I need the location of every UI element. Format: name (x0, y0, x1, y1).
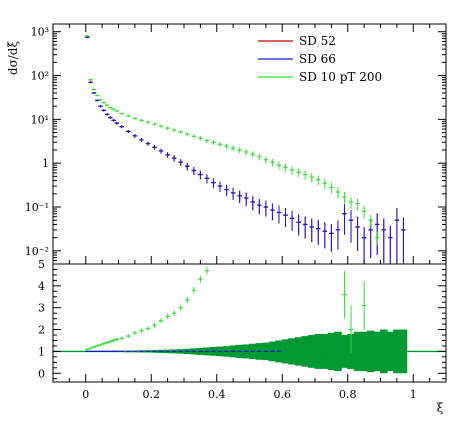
legend: SD 52 SD 66 SD 10 pT 200 (258, 34, 382, 84)
main-data-marks (85, 35, 406, 264)
ratio-data-marks (85, 267, 367, 354)
y-tick-label: 10² (31, 70, 49, 83)
x-tick-label: 0.8 (339, 388, 357, 401)
legend-label-sd10pt200: SD 10 pT 200 (299, 70, 382, 84)
ratio-ticks: 0 1 2 3 4 5 (38, 258, 446, 380)
main-panel-frame (52, 23, 447, 265)
ratio-y-tick-label: 0 (38, 367, 45, 380)
ratio-y-tick-label: 5 (38, 258, 45, 271)
x-tick-label: 0.2 (143, 388, 161, 401)
y-axis-label: dσ/dξ (6, 41, 20, 76)
x-tick-label: 0.4 (208, 388, 226, 401)
main-y-ticks: 10⁻² 10⁻¹ 1 10¹ 10² 10³ (25, 26, 446, 265)
x-ticks: 0 0.2 0.4 0.6 0.8 1 (52, 24, 447, 401)
legend-label-sd52: SD 52 (299, 34, 336, 48)
y-tick-label: 1 (42, 157, 49, 170)
y-tick-label: 10⁻² (25, 245, 49, 258)
x-tick-label: 0.6 (274, 388, 292, 401)
x-tick-label: 1 (410, 388, 417, 401)
ratio-y-tick-label: 2 (38, 324, 45, 337)
ratio-y-tick-label: 4 (38, 280, 45, 293)
y-tick-label: 10³ (31, 26, 49, 39)
legend-label-sd66: SD 66 (299, 52, 336, 66)
y-tick-label: 10⁻¹ (25, 201, 49, 214)
ratio-y-tick-label: 1 (38, 345, 45, 358)
x-tick-label: 0 (82, 388, 89, 401)
y-tick-label: 10¹ (31, 113, 49, 126)
ratio-y-tick-label: 3 (38, 302, 45, 315)
x-axis-label: ξ (437, 401, 444, 415)
